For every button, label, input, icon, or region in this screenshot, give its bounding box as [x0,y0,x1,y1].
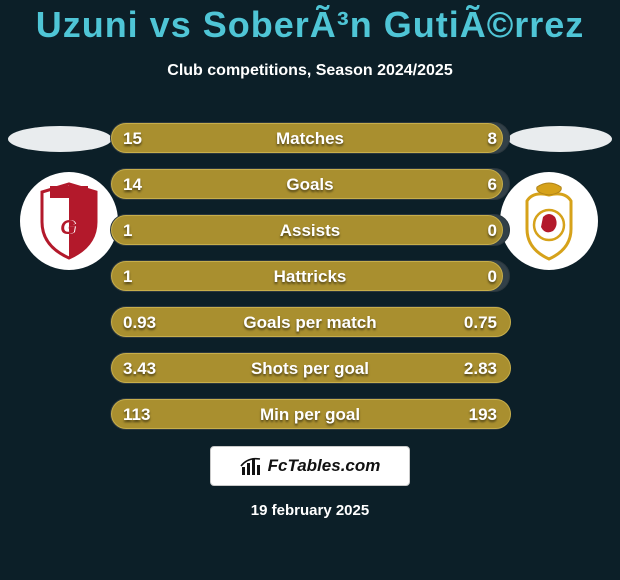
stat-right-value: 0 [488,215,497,247]
stat-metric-label: Goals [111,169,509,201]
svg-text:G: G [60,217,76,239]
stat-row: 1Hattricks0 [110,260,510,292]
stat-metric-label: Goals per match [111,307,509,339]
player-left-crest: G G [20,172,118,270]
player-right-crest [500,172,598,270]
stat-metric-label: Hattricks [111,261,509,293]
stat-row: 3.43Shots per goal2.83 [110,352,510,384]
stat-metric-label: Min per goal [111,399,509,431]
stat-metric-label: Shots per goal [111,353,509,385]
zaragoza-crest-icon [513,181,585,261]
bars-icon [240,455,262,477]
stat-row: 1Assists0 [110,214,510,246]
stat-row: 0.93Goals per match0.75 [110,306,510,338]
subtitle: Club competitions, Season 2024/2025 [0,62,620,80]
stat-metric-label: Assists [111,215,509,247]
page-title: Uzuni vs SoberÃ³n GutiÃ©rrez [0,4,620,46]
stat-right-value: 193 [469,399,497,431]
comparison-table: 15Matches8 14Goals6 1Assists0 1Hattricks0 0.… [110,122,510,444]
stat-right-value: 0 [488,261,497,293]
source-badge-text: FcTables.com [268,456,381,476]
stat-row: 113Min per goal193 [110,398,510,430]
stat-right-value: 2.83 [464,353,497,385]
stat-right-value: 8 [488,123,497,155]
player-left-shadow [8,126,112,152]
stat-metric-label: Matches [111,123,509,155]
source-badge: FcTables.com [210,446,410,486]
stat-right-value: 0.75 [464,307,497,339]
stat-right-value: 6 [488,169,497,201]
stat-row: 15Matches8 [110,122,510,154]
stat-row: 14Goals6 [110,168,510,200]
granada-crest-icon: G G [34,182,104,260]
date-label: 19 february 2025 [0,502,620,519]
player-right-shadow [508,126,612,152]
